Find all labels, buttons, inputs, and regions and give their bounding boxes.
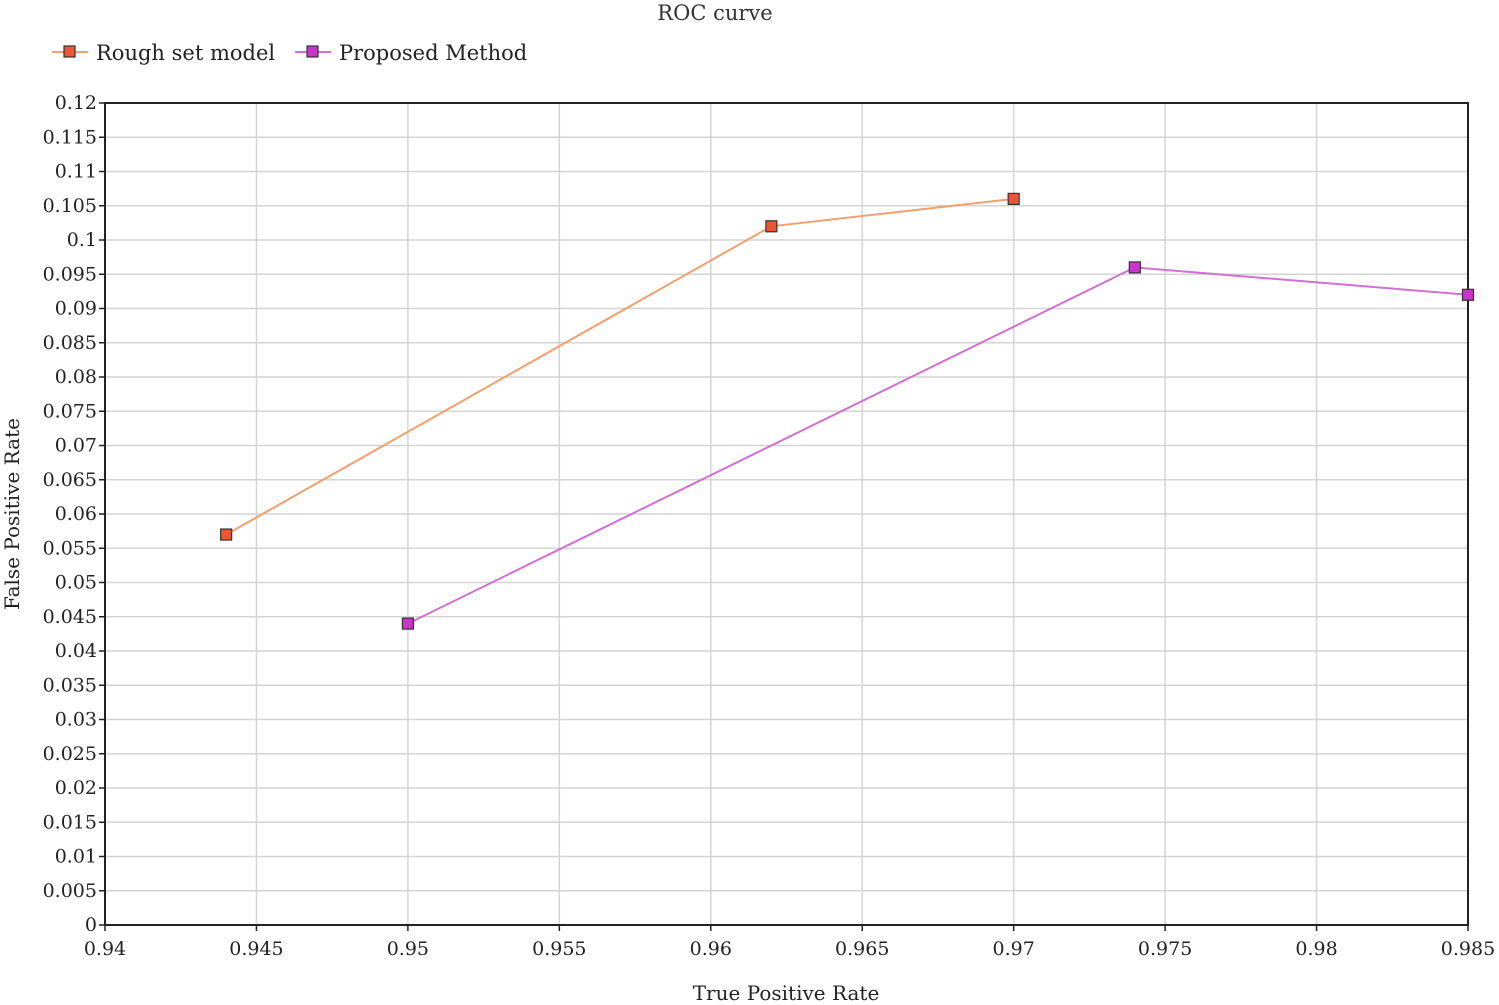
series-line-rough-set-model: [225, 197, 1014, 536]
y-tick-label: 0.12: [55, 92, 97, 114]
y-tick-label: 0.03: [55, 709, 97, 731]
y-tick-label: 0.005: [43, 880, 97, 902]
legend-label-rough-set-model: Rough set model: [96, 41, 275, 65]
y-tick-label: 0.02: [55, 777, 97, 799]
y-tick-label: 0.085: [43, 332, 97, 354]
y-tick-label: 0.1: [67, 229, 97, 251]
y-tick-label: 0.025: [43, 743, 97, 765]
y-axis-title: False Positive Rate: [0, 418, 24, 610]
grid-lines: [105, 103, 1468, 925]
legend-marker-proposed-method: [306, 45, 319, 58]
data-point-rough-set-model: [1007, 192, 1020, 205]
y-tick-label: 0.09: [55, 298, 97, 320]
data-point-rough-set-model: [220, 528, 233, 541]
x-axis-ticks: 0.94 0.945 0.95 0.955 0.96 0.965 0.97 0.975 0.98…: [84, 925, 1495, 960]
y-tick-label: 0.04: [55, 640, 97, 662]
x-axis-title: True Positive Rate: [693, 981, 880, 1005]
series-proposed-method: [401, 261, 1475, 630]
y-tick-label: 0.065: [43, 469, 97, 491]
data-point-proposed-method: [1461, 288, 1475, 301]
y-tick-label: 0.055: [43, 537, 97, 559]
series-rough-set-model: [220, 192, 1020, 541]
x-tick-label: 0.955: [532, 938, 586, 960]
y-tick-label: 0.06: [55, 503, 97, 525]
y-tick-label: 0.105: [43, 195, 97, 217]
y-tick-label: 0.095: [43, 263, 97, 285]
data-point-proposed-method: [1128, 261, 1141, 274]
data-point-proposed-method: [401, 617, 414, 630]
y-tick-label: 0.11: [55, 161, 97, 183]
legend: Rough set model Proposed Method: [52, 41, 527, 65]
data-point-rough-set-model: [765, 220, 778, 233]
plot-frame: [104, 102, 1469, 926]
legend-marker-rough-set-model: [63, 45, 76, 58]
x-tick-label: 0.98: [1295, 938, 1337, 960]
x-tick-label: 0.95: [387, 938, 429, 960]
x-tick-label: 0.96: [690, 938, 732, 960]
x-tick-label: 0.97: [993, 938, 1035, 960]
y-tick-label: 0.015: [43, 811, 97, 833]
x-tick-label: 0.945: [229, 938, 283, 960]
y-tick-label: 0: [85, 914, 97, 936]
chart-title: ROC curve: [657, 1, 772, 25]
y-tick-label: 0.07: [55, 435, 97, 457]
y-tick-label: 0.115: [43, 126, 97, 148]
y-axis-ticks: 0 0.005 0.01 0.015 0.02 0.025 0.03 0.035 0.04 0.0…: [43, 92, 105, 936]
x-tick-label: 0.965: [835, 938, 889, 960]
series-layer: [220, 192, 1475, 630]
y-tick-label: 0.01: [55, 846, 97, 868]
y-tick-label: 0.05: [55, 572, 97, 594]
x-tick-label: 0.94: [84, 938, 126, 960]
y-tick-label: 0.045: [43, 606, 97, 628]
y-tick-label: 0.075: [43, 400, 97, 422]
legend-label-proposed-method: Proposed Method: [339, 41, 527, 65]
y-tick-label: 0.035: [43, 674, 97, 696]
legend-item-rough-set-model: Rough set model: [52, 41, 275, 65]
legend-item-proposed-method: Proposed Method: [295, 41, 527, 65]
x-tick-label: 0.975: [1138, 938, 1192, 960]
x-tick-label: 0.985: [1441, 938, 1495, 960]
y-tick-label: 0.08: [55, 366, 97, 388]
